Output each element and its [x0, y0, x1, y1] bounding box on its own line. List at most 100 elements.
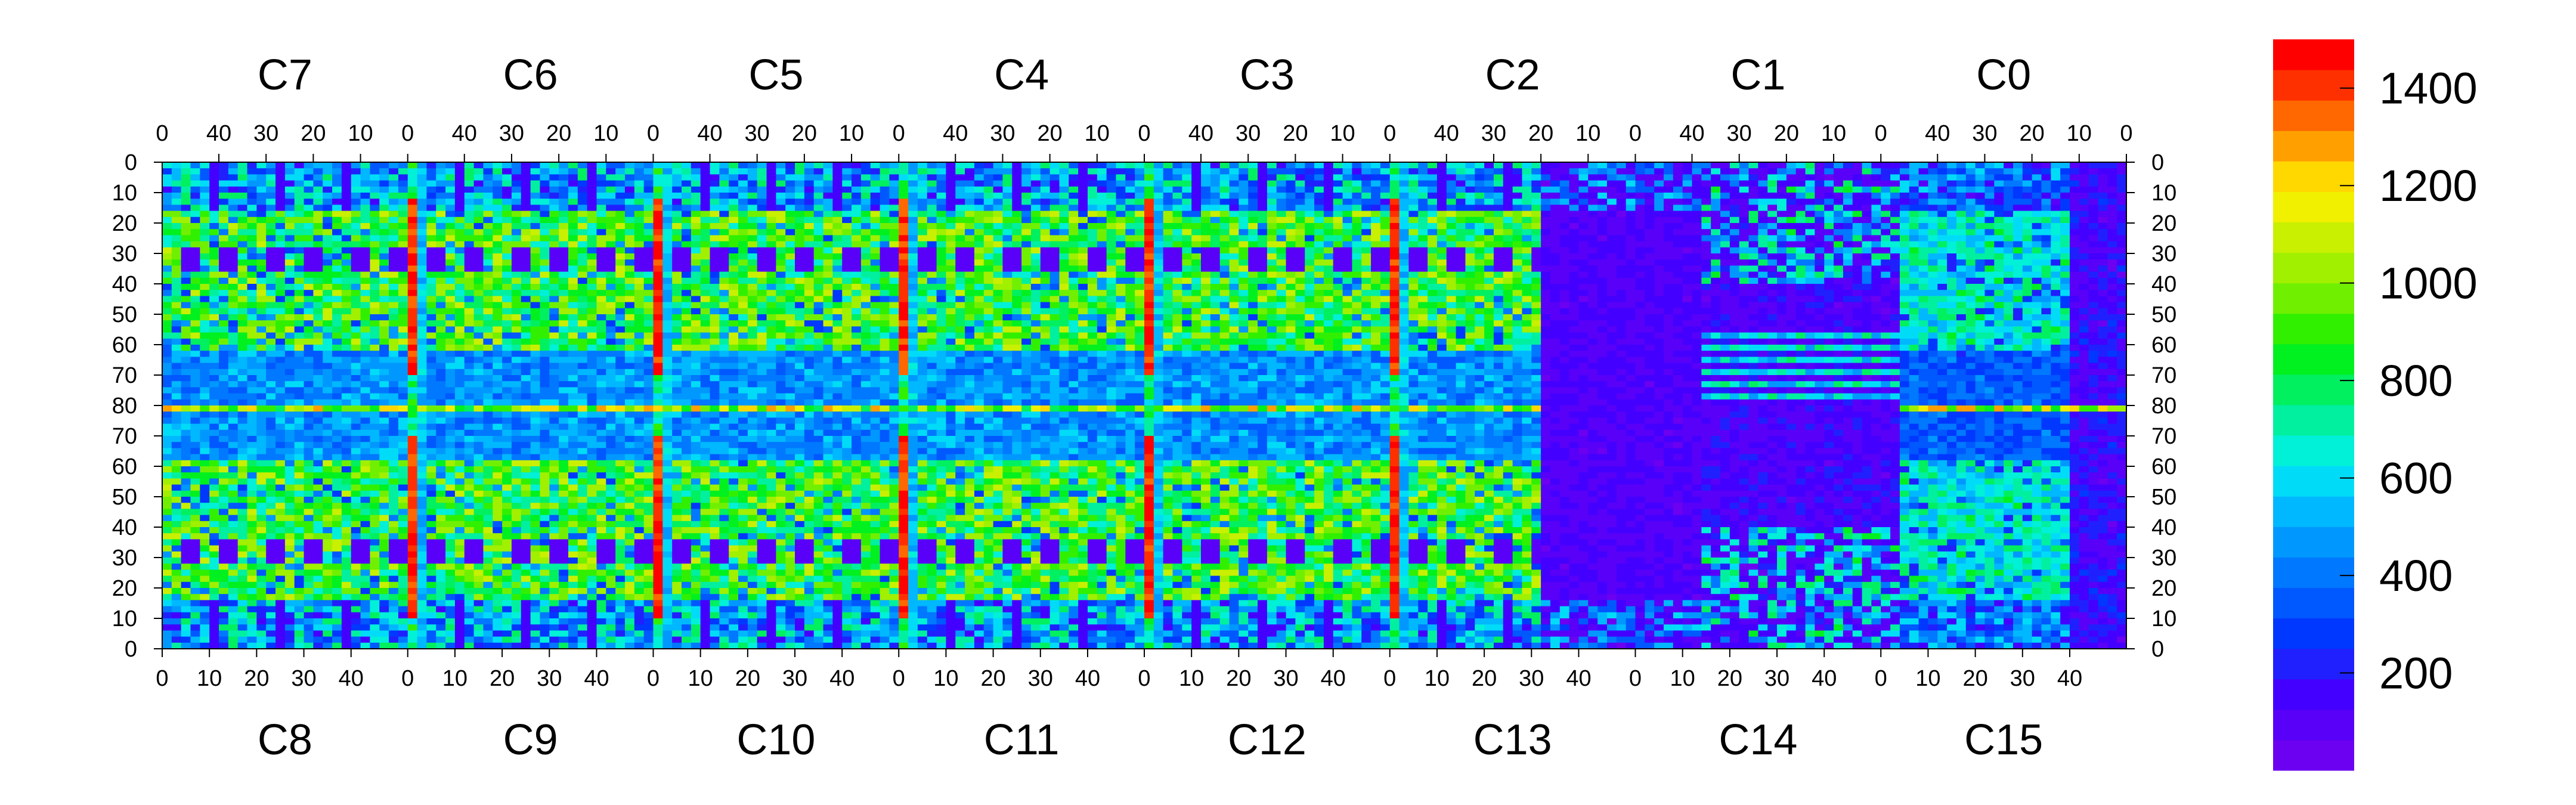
heatmap-cell	[1201, 235, 1211, 242]
heatmap-cell	[577, 162, 588, 169]
heatmap-cell	[860, 193, 871, 199]
heatmap-cell	[1002, 199, 1013, 205]
heatmap-cell	[596, 302, 606, 309]
heatmap-cell	[1899, 253, 1910, 260]
heatmap-cell	[1645, 162, 1655, 169]
heatmap-cell	[2060, 193, 2070, 199]
heatmap-cell	[1606, 265, 1617, 273]
heatmap-cell	[2004, 241, 2014, 248]
heatmap-cell	[1965, 235, 1976, 242]
heatmap-cell	[473, 290, 484, 296]
heatmap-cell	[1531, 180, 1541, 187]
heatmap-cell	[662, 229, 673, 236]
heatmap-cell	[1116, 302, 1126, 309]
heatmap-cell	[332, 302, 342, 309]
heatmap-cell	[965, 174, 975, 181]
heatmap-cell	[341, 193, 352, 199]
heatmap-cell	[1153, 162, 1164, 169]
heatmap-cell	[2117, 162, 2127, 169]
heatmap-cell	[1248, 174, 1258, 181]
heatmap-cell	[1767, 247, 1778, 254]
heatmap-cell	[729, 290, 739, 296]
heatmap-cell	[672, 241, 682, 248]
heatmap-cell	[738, 259, 748, 266]
heatmap-cell	[1239, 193, 1249, 199]
heatmap-cell	[993, 259, 1004, 266]
heatmap-cell	[1135, 205, 1145, 212]
heatmap-cell	[521, 277, 531, 284]
heatmap-cell	[502, 259, 512, 266]
heatmap-cell	[2079, 168, 2089, 175]
heatmap-cell	[360, 174, 371, 181]
heatmap-cell	[1059, 247, 1069, 254]
heatmap-cell	[445, 216, 456, 224]
heatmap-cell	[398, 180, 408, 187]
heatmap-cell	[162, 229, 172, 236]
heatmap-cell	[473, 265, 484, 273]
heatmap-cell	[1550, 216, 1561, 224]
heatmap-cell	[1069, 271, 1079, 278]
heatmap-cell	[1541, 253, 1551, 260]
heatmap-cell	[700, 199, 711, 205]
heatmap-cell	[662, 259, 673, 266]
heatmap-cell	[1862, 259, 1872, 266]
heatmap-cell	[1569, 180, 1580, 187]
heatmap-cell	[700, 168, 711, 175]
heatmap-cell	[483, 223, 493, 230]
heatmap-cell	[643, 193, 654, 199]
heatmap-cell	[1163, 271, 1174, 278]
heatmap-cell	[1862, 199, 1872, 205]
heatmap-cell	[1428, 296, 1438, 303]
heatmap-cell	[1484, 162, 1494, 169]
heatmap-cell	[832, 265, 843, 273]
heatmap-cell	[493, 216, 503, 224]
heatmap-cell	[832, 284, 843, 290]
heatmap-cell	[1739, 235, 1750, 242]
heatmap-cell	[757, 162, 767, 169]
heatmap-cell	[2098, 223, 2108, 230]
heatmap-cell	[1106, 162, 1117, 169]
heatmap-cell	[1002, 277, 1013, 284]
heatmap-cell	[965, 168, 975, 175]
heatmap-cell	[1116, 290, 1126, 296]
heatmap-cell	[341, 162, 352, 169]
heatmap-cell	[219, 259, 229, 266]
heatmap-cell	[1380, 235, 1391, 242]
heatmap-cell	[1172, 253, 1182, 260]
heatmap-cell	[2032, 247, 2042, 254]
heatmap-cell	[1182, 162, 1192, 169]
heatmap-cell	[1871, 216, 1881, 224]
heatmap-cell	[1305, 186, 1315, 193]
heatmap-cell	[1389, 229, 1400, 236]
heatmap-cell	[672, 216, 682, 224]
heatmap-cell	[313, 193, 323, 199]
heatmap-cell	[568, 229, 578, 236]
heatmap-cell	[1106, 193, 1117, 199]
heatmap-cell	[1805, 277, 1815, 284]
heatmap-cell	[965, 193, 975, 199]
heatmap-cell	[1399, 210, 1410, 218]
heatmap-cell	[1909, 205, 1919, 212]
heatmap-cell	[436, 229, 446, 236]
heatmap-cell	[1975, 180, 1986, 187]
heatmap-cell	[965, 265, 975, 273]
heatmap-cell	[341, 259, 352, 266]
heatmap-cell	[795, 271, 805, 278]
heatmap-cell	[190, 180, 200, 187]
heatmap-cell	[332, 180, 342, 187]
heatmap-cell	[747, 186, 758, 193]
heatmap-cell	[1541, 259, 1551, 266]
heatmap-cell	[1276, 193, 1287, 199]
heatmap-cell	[587, 241, 597, 248]
heatmap-cell	[1163, 186, 1174, 193]
heatmap-cell	[219, 241, 229, 248]
heatmap-cell	[1210, 277, 1221, 284]
heatmap-cell	[1531, 235, 1541, 242]
heatmap-cell	[682, 186, 692, 193]
heatmap-cell	[2032, 302, 2042, 309]
heatmap-cell	[228, 162, 239, 169]
heatmap-cell	[1824, 174, 1834, 181]
heatmap-cell	[1229, 253, 1239, 260]
heatmap-cell	[247, 265, 257, 273]
heatmap-cell	[1135, 210, 1145, 218]
